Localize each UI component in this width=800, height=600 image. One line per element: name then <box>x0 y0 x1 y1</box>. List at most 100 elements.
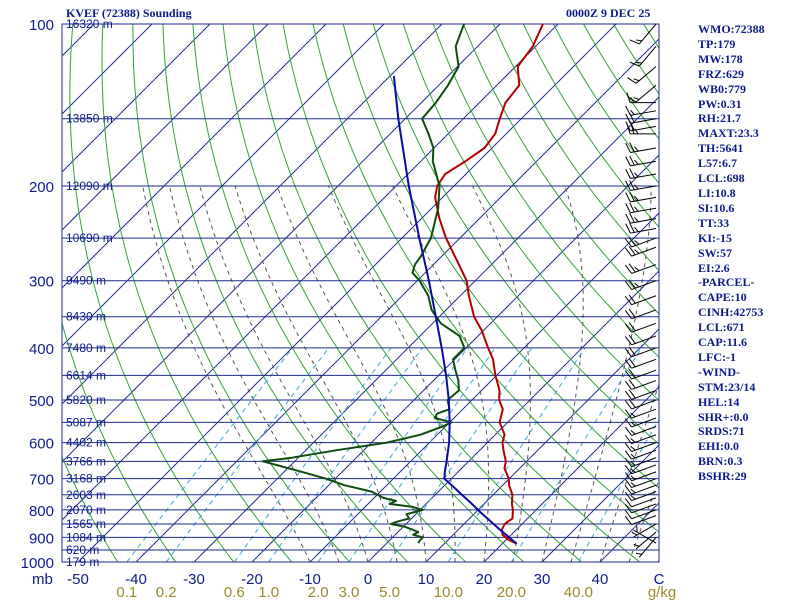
wind-barb <box>624 358 657 369</box>
wind-barb <box>624 389 657 400</box>
index-item: TP:179 <box>698 36 736 51</box>
temperature-tick-label: -50 <box>67 571 89 588</box>
index-item: WMO:72388 <box>698 22 765 36</box>
mixing-ratio-label: 5.0 <box>379 584 400 600</box>
index-item: MW:178 <box>698 51 743 66</box>
height-label: 1084 m <box>66 530 106 544</box>
pressure-axis: 100 200 300 400 500 600 700 800 900 1000 <box>21 17 54 572</box>
index-item: BSHR:29 <box>698 469 747 484</box>
temperature-tick-label: -10 <box>299 571 321 588</box>
dry-adiabat <box>764 24 800 562</box>
dry-adiabat <box>222 24 525 562</box>
wind-barb <box>631 523 657 538</box>
wind-barb <box>624 398 657 410</box>
wind-barb <box>625 180 657 191</box>
index-item: HEL:14 <box>698 394 740 409</box>
dry-adiabat <box>62 321 177 562</box>
wind-barb <box>624 434 657 445</box>
mixing-ratio-label: 2.0 <box>308 584 329 600</box>
index-item: EI:2.6 <box>698 260 730 275</box>
height-label: 10690 m <box>66 231 113 245</box>
dry-adiabat <box>583 24 659 140</box>
pressure-tick-label: 700 <box>29 472 54 489</box>
wind-barb <box>625 222 657 234</box>
moist-adiabat <box>234 185 398 562</box>
indices-panel: WMO:72388 TP:179 MW:178 FRZ:629 WB0:779 PW:0.… <box>698 22 765 484</box>
temperature-axis: mb -50 -40 -30 -20 -10 0 10 20 30 40 C <box>32 571 665 588</box>
index-item: LFC:-1 <box>698 349 736 364</box>
wind-barb <box>624 263 657 274</box>
moist-adiabat <box>199 185 369 562</box>
temperature-tick-label: 30 <box>534 571 551 588</box>
wind-barb <box>624 503 657 514</box>
index-item: BRN:0.3 <box>698 454 743 469</box>
height-label: 2070 m <box>66 503 106 517</box>
mixing-ratio-line <box>268 347 423 562</box>
mixing-ratio-label: 0.1 <box>116 584 137 600</box>
wind-barb <box>625 142 657 153</box>
height-label: 4402 m <box>66 436 106 450</box>
temperature-tick-label: -40 <box>125 571 147 588</box>
moist-adiabat <box>392 185 490 562</box>
wind-barb <box>625 191 657 203</box>
index-item: -WIND- <box>698 364 740 379</box>
wind-barb <box>624 457 657 468</box>
wind-barb <box>625 212 657 224</box>
height-label: 12090 m <box>66 179 113 193</box>
wind-barb <box>625 155 657 167</box>
pressure-unit-label: mb <box>32 571 53 588</box>
index-item: LCL:698 <box>698 171 745 186</box>
wind-barb <box>624 417 657 428</box>
wind-barb <box>624 484 657 495</box>
station-title: KVEF (72388) Sounding <box>66 6 192 20</box>
wind-barb <box>624 346 657 358</box>
wind-barb <box>624 369 657 380</box>
isotherm <box>135 38 659 562</box>
mixing-ratio-label: 3.0 <box>339 584 360 600</box>
index-item: SI:10.6 <box>698 200 735 215</box>
wind-barb <box>624 491 657 502</box>
index-item: EHI:0.0 <box>698 439 740 454</box>
pressure-tick-label: 500 <box>29 393 54 410</box>
wind-barb <box>625 168 657 179</box>
wind-barb <box>624 515 657 525</box>
height-label: 5087 m <box>66 415 106 429</box>
wind-barb <box>636 537 657 558</box>
temperature-tick-label: 20 <box>476 571 493 588</box>
index-item: CAPE:10 <box>698 290 747 305</box>
height-label: 9490 m <box>66 274 106 288</box>
index-item: CINH:42753 <box>698 305 764 320</box>
wind-barb <box>625 202 657 214</box>
wind-barb <box>624 279 657 291</box>
height-labels: 16320 m 13850 m 12090 m 10690 m 9490 m 8430 m… <box>66 17 113 569</box>
moist-adiabat <box>541 185 584 562</box>
moist-adiabat <box>570 185 652 562</box>
pressure-tick-label: 1000 <box>21 555 54 572</box>
temperature-tick-label: -20 <box>241 571 263 588</box>
wind-barb <box>624 426 657 436</box>
index-item: SRDS:71 <box>698 424 745 439</box>
profiles <box>261 24 544 545</box>
wind-barb <box>624 236 657 248</box>
height-label: 5820 m <box>66 393 106 407</box>
pressure-tick-label: 100 <box>29 17 54 34</box>
wind-barb <box>629 45 657 67</box>
wind-barbs <box>624 23 657 558</box>
wind-barb <box>624 464 657 475</box>
mixing-ratio-axis: 0.1 0.2 0.6 1.0 2.0 3.0 5.0 10.0 20.0 40.0 g/kg <box>116 584 676 600</box>
pressure-tick-label: 300 <box>29 274 54 291</box>
moist-adiabat <box>328 185 456 562</box>
dewpoint-profile <box>261 24 466 544</box>
height-label: 179 m <box>66 555 99 569</box>
mixing-ratio-label: 20.0 <box>497 584 526 600</box>
wind-barb <box>624 322 657 333</box>
wind-barb <box>624 408 657 419</box>
mixing-ratio-line <box>317 347 468 562</box>
wind-barb <box>624 334 657 346</box>
wind-barb <box>624 442 657 453</box>
mixing-ratio-label: 10.0 <box>434 584 463 600</box>
temperature-tick-label: 0 <box>364 571 372 588</box>
pressure-tick-label: 200 <box>29 179 54 196</box>
height-label: 8430 m <box>66 310 106 324</box>
